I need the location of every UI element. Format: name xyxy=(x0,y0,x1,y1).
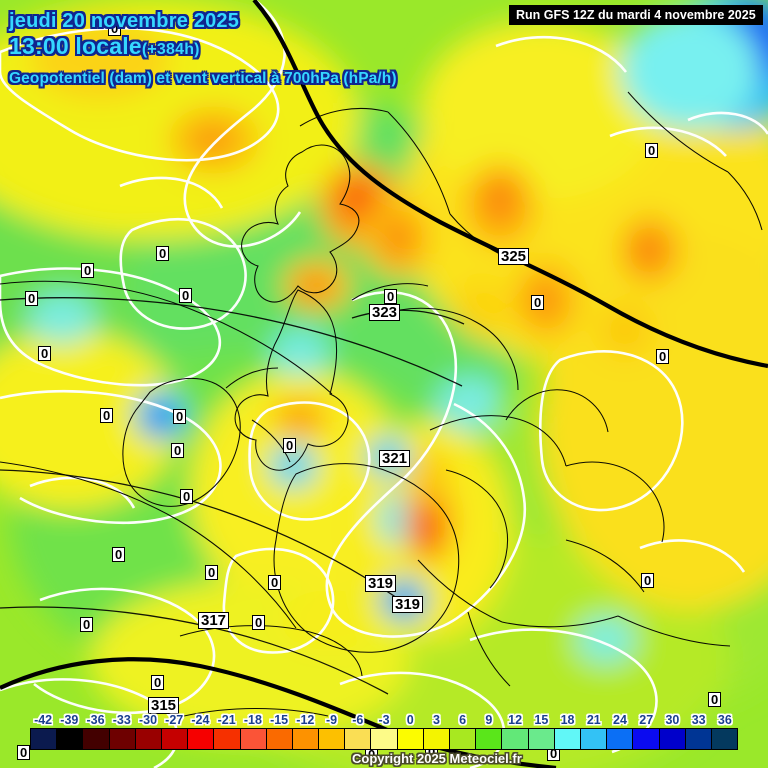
zero-contour-label: 0 xyxy=(80,617,94,632)
zero-contour-label: 0 xyxy=(100,408,114,423)
colorbar-tick-label: 18 xyxy=(560,713,575,727)
colorbar-swatch xyxy=(135,729,162,749)
zero-contour-label: 0 xyxy=(173,409,187,424)
zero-contour-label: 0 xyxy=(17,745,31,760)
forecast-time-value: 13:00 locale xyxy=(9,33,142,59)
zero-contour-label: 0 xyxy=(156,246,170,261)
colorbar-tick-label: -36 xyxy=(86,713,105,727)
zero-contour-label: 0 xyxy=(179,288,193,303)
colorbar-swatch xyxy=(240,729,267,749)
colorbar-tick-label: 36 xyxy=(717,713,732,727)
colorbar-tick-label: -21 xyxy=(217,713,236,727)
zero-contour-label: 0 xyxy=(384,289,398,304)
zero-contour-label: 0 xyxy=(252,615,266,630)
colorbar-swatch xyxy=(528,729,555,749)
contour-label-323: 323 xyxy=(369,304,401,321)
zero-contour-label: 0 xyxy=(641,573,655,588)
colorbar-tick-label: 30 xyxy=(665,713,680,727)
contour-label-319-b: 319 xyxy=(392,596,424,613)
colorbar-tick-label: 3 xyxy=(432,713,440,727)
zero-contour-label: 0 xyxy=(268,575,282,590)
zero-contour-label: 0 xyxy=(645,143,659,158)
colorbar-swatch xyxy=(109,729,136,749)
zero-contour-label: 0 xyxy=(656,349,670,364)
zero-contour-label: 0 xyxy=(205,565,219,580)
colorbar-tick-label: -9 xyxy=(325,713,338,727)
colorbar-swatch xyxy=(397,729,424,749)
colorbar-tick-label: -42 xyxy=(34,713,53,727)
zero-contour-label: 0 xyxy=(112,547,126,562)
colorbar-tick-label: 27 xyxy=(639,713,654,727)
colorbar-tick-label: 0 xyxy=(406,713,414,727)
contour-label-317: 317 xyxy=(198,612,230,629)
colorbar-tick-label: -24 xyxy=(191,713,210,727)
colorbar-swatch xyxy=(31,729,58,749)
zero-contour-label: 0 xyxy=(708,692,722,707)
colorbar-tick-label: 33 xyxy=(691,713,706,727)
colorbar-swatch xyxy=(502,729,529,749)
zero-contour-label: 0 xyxy=(531,295,545,310)
colorbar-swatch xyxy=(83,729,110,749)
zero-contour-label: 0 xyxy=(171,443,185,458)
zero-contour-label: 0 xyxy=(38,346,52,361)
colorbar-tick-label: -15 xyxy=(270,713,289,727)
colorbar-tick-label: 15 xyxy=(534,713,549,727)
colorbar-tick-label: 6 xyxy=(459,713,467,727)
colorbar-ticks: -42 -39 -36 -33 -30 -27 -24 -21 -18 -15 -12 -9 -6 -3 0… xyxy=(0,712,768,728)
zero-contour-label: 0 xyxy=(25,291,39,306)
colorbar-swatch xyxy=(607,729,634,749)
colorbar-tick-label: -6 xyxy=(352,713,364,727)
colorbar[interactable] xyxy=(30,728,738,750)
colorbar-tick-label: -39 xyxy=(60,713,79,727)
zero-contour-label: 0 xyxy=(283,438,297,453)
colorbar-swatch xyxy=(633,729,660,749)
colorbar-tick-label: 9 xyxy=(485,713,493,727)
colorbar-tick-label: 21 xyxy=(586,713,601,727)
colorbar-swatch xyxy=(292,729,320,749)
colorbar-swatch xyxy=(188,729,215,749)
contour-label-315: 315 xyxy=(148,697,180,714)
colorbar-swatch xyxy=(266,729,293,749)
colorbar-swatch xyxy=(580,729,608,749)
colorbar-swatch xyxy=(659,729,686,749)
colorbar-swatch xyxy=(476,729,503,749)
colorbar-tick-label: -30 xyxy=(138,713,158,727)
copyright-notice: Copyright 2025 Meteociel.fr xyxy=(352,751,522,766)
colorbar-tick-label: -3 xyxy=(378,713,390,727)
zero-contour-label: 0 xyxy=(108,21,122,36)
colorbar-tick-label: 24 xyxy=(613,713,627,727)
colorbar-swatch xyxy=(57,729,84,749)
colorbar-swatch xyxy=(685,729,712,749)
zero-contour-label: 0 xyxy=(81,263,95,278)
zero-contour-label: 0 xyxy=(180,489,194,504)
colorbar-swatch xyxy=(319,729,346,749)
forecast-time: 13:00 locale(+384h) xyxy=(9,33,200,60)
colorbar-tick-label: -33 xyxy=(112,713,131,727)
contour-label-321: 321 xyxy=(379,450,411,467)
forecast-hour-offset: (+384h) xyxy=(141,41,200,58)
contour-label-319-a: 319 xyxy=(365,575,397,592)
colorbar-swatch xyxy=(711,729,738,749)
colorbar-swatch xyxy=(554,729,581,749)
colorbar-swatch xyxy=(450,729,477,749)
contour-label-325: 325 xyxy=(498,248,530,265)
colorbar-tick-label: 12 xyxy=(508,713,523,727)
colorbar-swatch xyxy=(214,729,241,749)
colorbar-swatch xyxy=(423,729,450,749)
colorbar-tick-label: -18 xyxy=(243,713,262,727)
colorbar-tick-label: -27 xyxy=(165,713,184,727)
colorbar-swatch xyxy=(161,729,189,749)
colorbar-swatch xyxy=(371,729,398,749)
zero-contour-label: 0 xyxy=(151,675,165,690)
forecast-date: jeudi 20 novembre 2025 xyxy=(9,10,240,32)
model-run-banner: Run GFS 12Z du mardi 4 novembre 2025 xyxy=(509,5,763,25)
colorbar-swatch xyxy=(345,729,372,749)
colorbar-tick-label: -12 xyxy=(296,713,315,727)
parameter-title: Geopotentiel (dam) et vent vertical à 70… xyxy=(9,70,397,87)
